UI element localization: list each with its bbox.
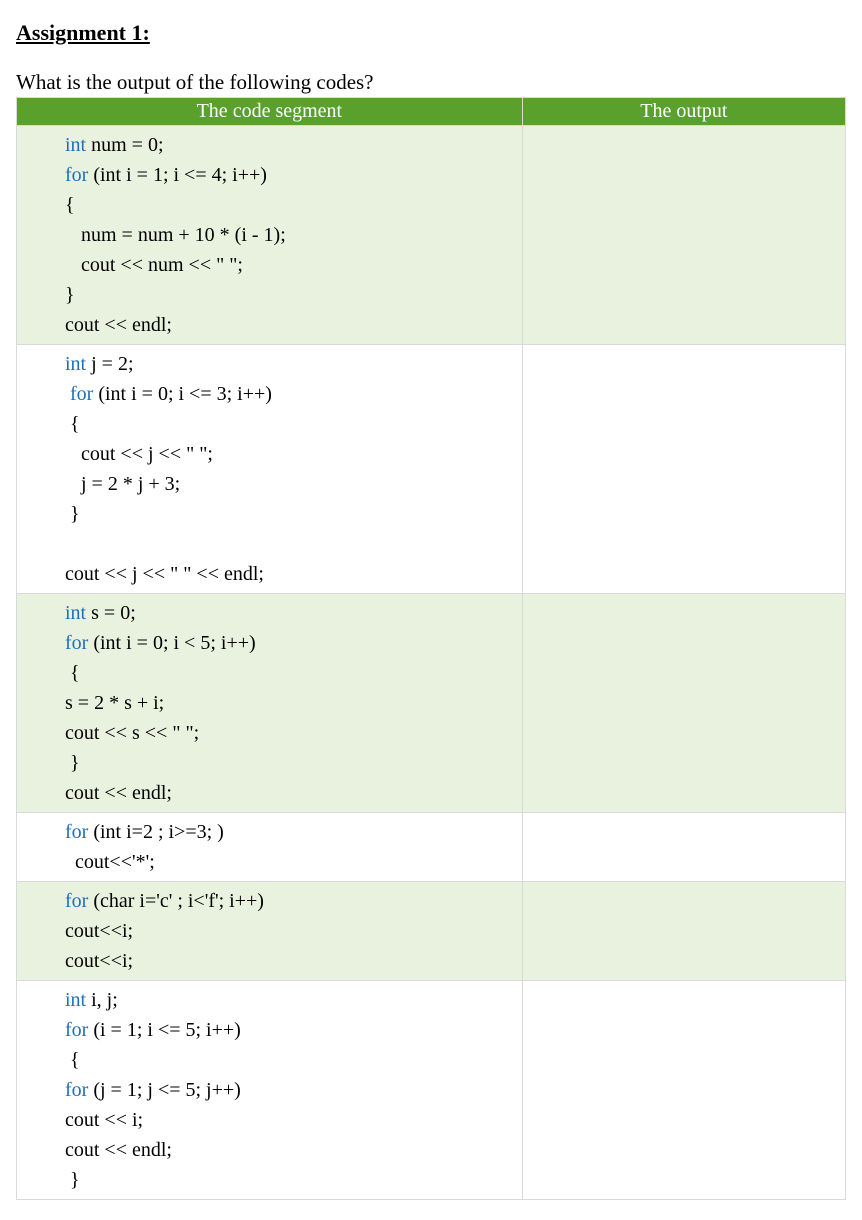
code-kw: for — [65, 1019, 88, 1041]
code-text: (j = 1; j <= 5; j++) — [88, 1079, 241, 1101]
code-kw: int — [65, 602, 86, 624]
output-cell — [522, 813, 845, 882]
code-text: (int i = 0; i < 5; i++) — [88, 632, 255, 654]
code-text: } — [70, 503, 80, 525]
code-cell: int s = 0; for (int i = 0; i < 5; i++) {… — [17, 594, 523, 813]
table-row: int s = 0; for (int i = 0; i < 5; i++) {… — [17, 594, 846, 813]
code-text: cout<<i; — [65, 946, 514, 976]
code-kw: int — [65, 353, 86, 375]
code-text — [65, 529, 514, 559]
question-text: What is the output of the following code… — [16, 70, 846, 95]
output-cell — [522, 126, 845, 345]
code-text: { — [65, 190, 514, 220]
code-text: num = num + 10 * (i - 1); — [65, 220, 286, 250]
code-kw: int — [65, 134, 86, 156]
code-text: cout << j << " "; — [65, 439, 213, 469]
code-output-table: The code segment The output int num = 0;… — [16, 97, 846, 1200]
code-cell: int num = 0; for (int i = 1; i <= 4; i++… — [17, 126, 523, 345]
code-kw: for — [65, 1079, 88, 1101]
output-cell — [522, 981, 845, 1200]
code-cell: for (char i='c' ; i<'f'; i++) cout<<i; c… — [17, 882, 523, 981]
col-header-code: The code segment — [17, 98, 523, 126]
table-row: for (char i='c' ; i<'f'; i++) cout<<i; c… — [17, 882, 846, 981]
table-row: int num = 0; for (int i = 1; i <= 4; i++… — [17, 126, 846, 345]
code-text: cout << endl; — [65, 310, 514, 340]
code-text: j = 2 * j + 3; — [65, 469, 180, 499]
code-text: (int i = 0; i <= 3; i++) — [93, 383, 272, 405]
code-text: (int i = 1; i <= 4; i++) — [88, 164, 267, 186]
code-text: } — [70, 1169, 80, 1191]
code-cell: int i, j; for (i = 1; i <= 5; i++) { for… — [17, 981, 523, 1200]
code-kw: for — [65, 890, 88, 912]
code-text: num = 0; — [86, 134, 163, 156]
code-text: cout << endl; — [65, 778, 514, 808]
assignment-title: Assignment 1: — [16, 20, 846, 46]
code-text: { — [70, 662, 80, 684]
code-text: cout << endl; — [65, 1135, 514, 1165]
output-cell — [522, 345, 845, 594]
code-text: j = 2; — [86, 353, 133, 375]
table-row: for (int i=2 ; i>=3; ) cout<<'*'; — [17, 813, 846, 882]
code-kw: for — [65, 632, 88, 654]
code-text: } — [70, 752, 80, 774]
col-header-output: The output — [522, 98, 845, 126]
code-text: i, j; — [86, 989, 118, 1011]
code-text: { — [70, 1049, 80, 1071]
code-kw: for — [65, 821, 88, 843]
code-text: cout << num << " "; — [65, 250, 243, 280]
code-text: cout << j << " " << endl; — [65, 559, 514, 589]
code-cell: for (int i=2 ; i>=3; ) cout<<'*'; — [17, 813, 523, 882]
code-text: } — [65, 280, 514, 310]
code-text: (i = 1; i <= 5; i++) — [88, 1019, 241, 1041]
code-text: { — [70, 413, 80, 435]
code-text: cout << s << " "; — [65, 718, 514, 748]
code-text: s = 0; — [86, 602, 136, 624]
code-text: cout<<i; — [65, 916, 514, 946]
code-kw: for — [65, 164, 88, 186]
code-kw: int — [65, 989, 86, 1011]
table-row: int i, j; for (i = 1; i <= 5; i++) { for… — [17, 981, 846, 1200]
output-cell — [522, 882, 845, 981]
code-kw: for — [70, 383, 93, 405]
output-cell — [522, 594, 845, 813]
code-text: s = 2 * s + i; — [65, 688, 514, 718]
code-text: (char i='c' ; i<'f'; i++) — [88, 890, 264, 912]
table-row: int j = 2; for (int i = 0; i <= 3; i++) … — [17, 345, 846, 594]
code-text: cout << i; — [65, 1105, 514, 1135]
code-cell: int j = 2; for (int i = 0; i <= 3; i++) … — [17, 345, 523, 594]
code-text: (int i=2 ; i>=3; ) — [88, 821, 224, 843]
code-text: cout<<'*'; — [75, 851, 155, 873]
